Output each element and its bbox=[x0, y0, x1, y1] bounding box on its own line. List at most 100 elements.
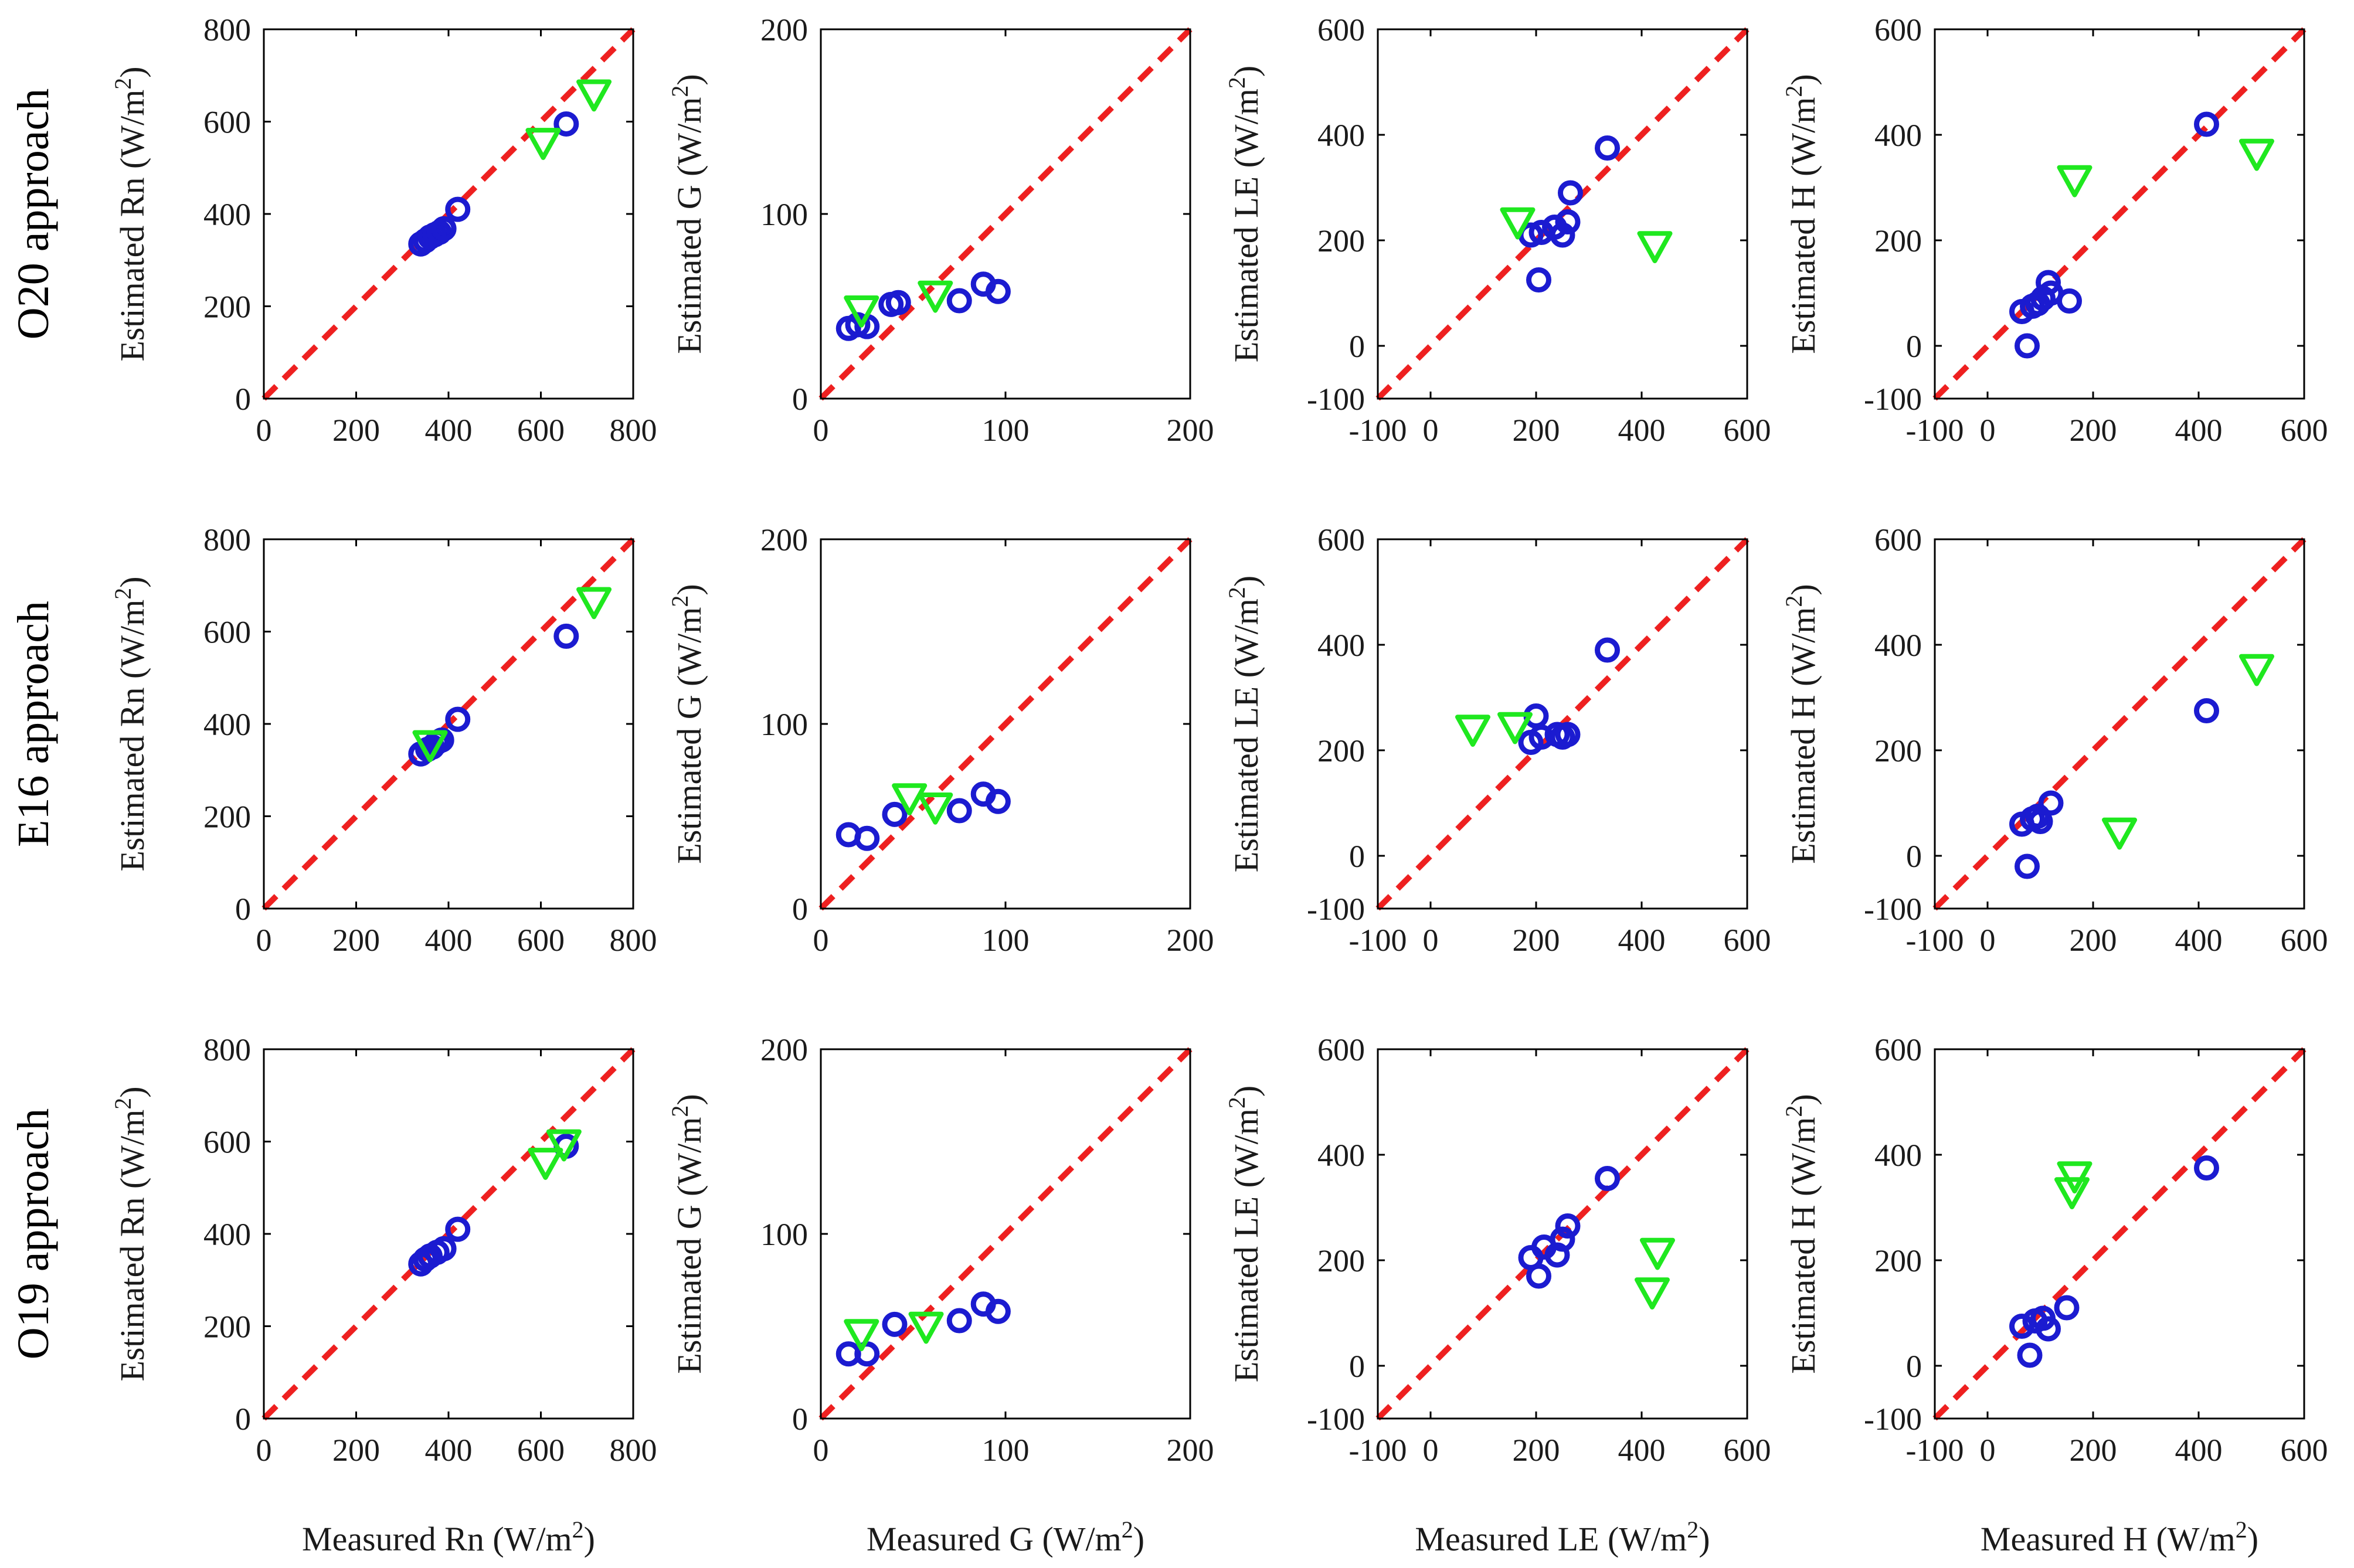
axes-box bbox=[1934, 1048, 2305, 1420]
axes-box bbox=[1934, 538, 2305, 910]
axes-box bbox=[1377, 28, 1748, 400]
data-point-triangle bbox=[412, 730, 448, 763]
y-tick-label: 400 bbox=[1874, 1138, 1922, 1173]
x-tick-label: 100 bbox=[982, 413, 1030, 448]
y-axis-label: Estimated LE (W/m2) bbox=[1224, 576, 1266, 872]
data-point-circle bbox=[882, 1311, 908, 1337]
data-point-triangle bbox=[918, 792, 953, 825]
x-tick-label: 600 bbox=[517, 923, 565, 958]
x-tick-label: 200 bbox=[332, 1433, 380, 1468]
scatter-panel-3-2: 0 100 200 0 100 200 Estimated G (W/m2) bbox=[667, 1032, 1214, 1468]
data-point-triangle bbox=[525, 128, 561, 160]
x-tick-label: 0 bbox=[1423, 413, 1439, 448]
data-point-circle bbox=[2194, 111, 2219, 137]
y-tick-label: 100 bbox=[760, 707, 808, 742]
x-tick-label: 200 bbox=[332, 923, 380, 958]
x-tick-label: 0 bbox=[813, 413, 829, 448]
data-point-triangle bbox=[1500, 207, 1536, 240]
data-point-triangle bbox=[1637, 231, 1673, 263]
axes-box bbox=[1934, 28, 2305, 400]
data-point-circle bbox=[946, 288, 972, 314]
scatter-panel-2-2: 0 100 200 0 100 200 Estimated G (W/m2) bbox=[667, 522, 1214, 958]
data-point-circle bbox=[854, 825, 880, 851]
data-point-circle bbox=[985, 788, 1011, 814]
x-tick-label: 200 bbox=[1167, 923, 1214, 958]
y-tick-label: 0 bbox=[1349, 839, 1365, 874]
data-point-circle bbox=[2015, 853, 2040, 879]
identity-line bbox=[1932, 1047, 2307, 1421]
x-tick-label: 0 bbox=[813, 1433, 829, 1468]
y-tick-label: 600 bbox=[203, 1125, 251, 1160]
scatter-panel-1-2: 0 100 200 0 100 200 Estimated G (W/m2) bbox=[667, 12, 1214, 448]
x-tick-label: 0 bbox=[256, 413, 272, 448]
y-tick-label: 200 bbox=[203, 290, 251, 325]
row-label: E16 approach bbox=[9, 601, 58, 847]
x-tick-label: 600 bbox=[1724, 1433, 1771, 1468]
data-point-triangle bbox=[1640, 1237, 1675, 1270]
x-tick-label: 200 bbox=[1513, 1433, 1560, 1468]
x-axis-label: Measured LE (W/m2) bbox=[1415, 1516, 1710, 1559]
y-axis-label: Estimated LE (W/m2) bbox=[1224, 66, 1266, 362]
scatter-panel-1-3: -100 0 200 400 600 -100 0 200 400 600 Estimated LE… bbox=[1224, 12, 1771, 448]
x-tick-label: 600 bbox=[517, 413, 565, 448]
x-tick-label: 600 bbox=[1724, 923, 1771, 958]
data-point-circle bbox=[1595, 637, 1620, 663]
y-tick-label: 0 bbox=[792, 1402, 808, 1437]
x-tick-label: 400 bbox=[1618, 413, 1666, 448]
y-tick-label: 200 bbox=[203, 1309, 251, 1345]
x-tick-label: 100 bbox=[982, 1433, 1030, 1468]
y-tick-label: 800 bbox=[203, 12, 251, 47]
data-point-triangle bbox=[2057, 1161, 2093, 1193]
y-tick-label: 200 bbox=[1317, 1243, 1365, 1278]
data-point-circle bbox=[2194, 698, 2219, 723]
data-point-circle bbox=[553, 623, 579, 649]
y-tick-label: 400 bbox=[1874, 118, 1922, 153]
x-tick-label: 200 bbox=[1513, 413, 1560, 448]
data-point-triangle bbox=[892, 783, 928, 815]
y-tick-label: 0 bbox=[235, 892, 251, 927]
data-point-triangle bbox=[918, 280, 953, 313]
y-tick-label: 400 bbox=[1317, 628, 1365, 663]
y-tick-label: 100 bbox=[760, 197, 808, 232]
data-point-triangle bbox=[1455, 715, 1490, 747]
y-axis-label: Estimated G (W/m2) bbox=[667, 74, 709, 353]
data-point-circle bbox=[1550, 1226, 1575, 1252]
x-tick-label: 600 bbox=[2281, 413, 2328, 448]
x-tick-label: 800 bbox=[610, 1433, 657, 1468]
x-tick-label: 0 bbox=[1980, 1433, 1996, 1468]
axes-box bbox=[1377, 538, 1748, 910]
data-point-circle bbox=[2038, 790, 2064, 816]
y-tick-label: 0 bbox=[1906, 1349, 1922, 1384]
scatter-panel-3-1: 0 200 400 600 800 0 200 400 600 800 Estimated Rn (… bbox=[110, 1032, 657, 1468]
y-tick-label: -100 bbox=[1864, 382, 1922, 417]
x-tick-label: 600 bbox=[1724, 413, 1771, 448]
y-tick-label: 400 bbox=[1317, 118, 1365, 153]
data-point-triangle bbox=[2054, 1177, 2090, 1209]
y-tick-label: 200 bbox=[760, 522, 808, 557]
y-tick-label: -100 bbox=[1864, 892, 1922, 927]
data-point-triangle bbox=[576, 587, 612, 620]
x-tick-label: 200 bbox=[332, 413, 380, 448]
x-tick-label: 400 bbox=[1618, 1433, 1666, 1468]
row-label: O19 approach bbox=[9, 1108, 58, 1359]
x-axis-label: Measured G (W/m2) bbox=[867, 1516, 1144, 1559]
data-point-circle bbox=[2194, 1155, 2219, 1181]
data-point-circle bbox=[1595, 135, 1620, 161]
y-tick-label: 800 bbox=[203, 1032, 251, 1067]
scatter-panel-2-1: 0 200 400 600 800 0 200 400 600 800 Estimated Rn (… bbox=[110, 522, 657, 958]
y-tick-label: 400 bbox=[1874, 628, 1922, 663]
x-tick-label: 200 bbox=[1513, 923, 1560, 958]
y-tick-label: 0 bbox=[1349, 329, 1365, 364]
x-tick-label: -100 bbox=[1906, 413, 1964, 448]
y-tick-label: 800 bbox=[203, 522, 251, 557]
scatter-panel-2-4: -100 0 200 400 600 -100 0 200 400 600 Estimated H … bbox=[1781, 522, 2328, 958]
y-tick-label: 600 bbox=[203, 615, 251, 650]
x-tick-label: 400 bbox=[425, 923, 473, 958]
y-tick-label: 200 bbox=[1317, 733, 1365, 768]
data-point-circle bbox=[882, 801, 908, 827]
identity-line bbox=[1932, 537, 2307, 911]
row-label: O20 approach bbox=[9, 89, 58, 339]
data-point-circle bbox=[946, 798, 972, 824]
data-point-triangle bbox=[2239, 654, 2274, 686]
